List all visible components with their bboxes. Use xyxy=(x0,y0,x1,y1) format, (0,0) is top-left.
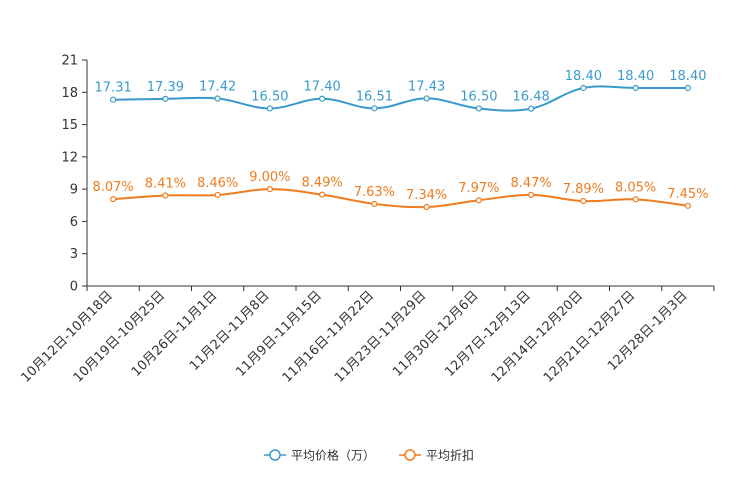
data-label: 7.63% xyxy=(354,185,395,200)
data-label: 7.34% xyxy=(406,188,447,203)
data-label: 7.89% xyxy=(563,182,604,197)
data-point[interactable] xyxy=(684,84,691,92)
legend-marker-icon xyxy=(404,449,416,461)
data-point[interactable] xyxy=(110,196,117,203)
x-tick-label: 11月16日-11月22日 xyxy=(280,288,377,385)
data-label: 18.40 xyxy=(617,69,654,84)
data-label: 8.46% xyxy=(197,176,238,191)
data-label: 8.05% xyxy=(615,180,656,195)
data-label: 8.47% xyxy=(510,176,551,191)
x-axis: 10月12日-10月18日10月19日-10月25日10月26日-11月1日11… xyxy=(18,285,715,386)
series-2: 8.07% 8.41% 8.46% 9.00% 8.49% 7.63% 7.34% 7.97%… xyxy=(92,170,709,211)
y-tick-label: 15 xyxy=(61,118,78,133)
data-point[interactable] xyxy=(371,105,378,112)
x-tick-label: 10月12日-10月18日 xyxy=(18,288,115,385)
data-point[interactable] xyxy=(162,95,169,102)
x-tick-label: 12月14日-12月20日 xyxy=(489,288,586,385)
data-point[interactable] xyxy=(423,203,430,211)
data-point[interactable] xyxy=(632,196,639,203)
data-label: 17.31 xyxy=(95,81,132,96)
data-label: 18.40 xyxy=(669,69,706,84)
y-tick-label: 6 xyxy=(70,215,78,230)
data-point[interactable] xyxy=(423,95,430,102)
legend-label: 平均价格（万） xyxy=(291,448,375,463)
data-point[interactable] xyxy=(266,186,273,193)
y-axis: 0 3 6 9 12 15 18 21 xyxy=(61,54,88,295)
data-label: 17.42 xyxy=(199,80,236,95)
data-point[interactable] xyxy=(580,197,587,205)
data-point[interactable] xyxy=(528,105,535,112)
y-tick-label: 0 xyxy=(70,280,78,295)
legend[interactable]: 平均价格（万） 平均折扣 xyxy=(264,448,474,463)
x-tick-label: 11月23日-11月29日 xyxy=(332,288,429,385)
data-point[interactable] xyxy=(214,95,221,102)
data-point[interactable] xyxy=(528,191,535,198)
series-layer: 17.31 17.39 17.42 16.50 17.40 16.51 17.43 16.50… xyxy=(92,69,709,211)
data-label: 18.40 xyxy=(565,69,602,84)
data-point[interactable] xyxy=(475,197,482,204)
data-point[interactable] xyxy=(266,105,273,112)
data-point[interactable] xyxy=(580,84,587,92)
data-label: 17.40 xyxy=(304,80,341,95)
legend-item-2[interactable]: 平均折扣 xyxy=(399,448,474,463)
y-tick-label: 9 xyxy=(70,183,78,198)
data-point[interactable] xyxy=(319,95,326,102)
data-label: 16.51 xyxy=(356,89,393,104)
y-tick-label: 21 xyxy=(61,54,78,69)
data-label: 16.48 xyxy=(513,90,550,105)
data-point[interactable] xyxy=(371,200,378,207)
data-label: 8.41% xyxy=(145,176,186,191)
y-tick-label: 18 xyxy=(61,86,78,101)
data-point[interactable] xyxy=(162,192,169,199)
data-label: 16.50 xyxy=(251,89,288,104)
data-point[interactable] xyxy=(684,202,691,209)
y-tick-label: 12 xyxy=(61,150,78,165)
data-point[interactable] xyxy=(214,191,221,199)
legend-label: 平均折扣 xyxy=(426,448,474,463)
data-label: 8.49% xyxy=(301,176,342,191)
data-label: 17.43 xyxy=(408,79,445,94)
data-point[interactable] xyxy=(475,105,482,112)
y-tick-label: 3 xyxy=(70,247,78,262)
data-label: 17.39 xyxy=(147,80,184,95)
data-label: 16.50 xyxy=(460,89,497,104)
legend-item-1[interactable]: 平均价格（万） xyxy=(264,448,375,463)
data-label: 7.97% xyxy=(458,181,499,196)
data-point[interactable] xyxy=(319,191,326,198)
series-1: 17.31 17.39 17.42 16.50 17.40 16.51 17.43 16.50… xyxy=(95,69,706,112)
data-point[interactable] xyxy=(632,84,639,92)
data-point[interactable] xyxy=(110,96,117,103)
legend-marker-icon xyxy=(269,449,281,461)
series-line xyxy=(113,188,688,209)
data-label: 9.00% xyxy=(249,170,290,185)
x-tick-label: 12月21日-12月27日 xyxy=(541,288,638,385)
series-line xyxy=(113,85,688,112)
data-label: 8.07% xyxy=(92,180,133,195)
x-tick-label: 10月19日-10月25日 xyxy=(71,288,168,385)
data-label: 7.45% xyxy=(667,187,708,202)
